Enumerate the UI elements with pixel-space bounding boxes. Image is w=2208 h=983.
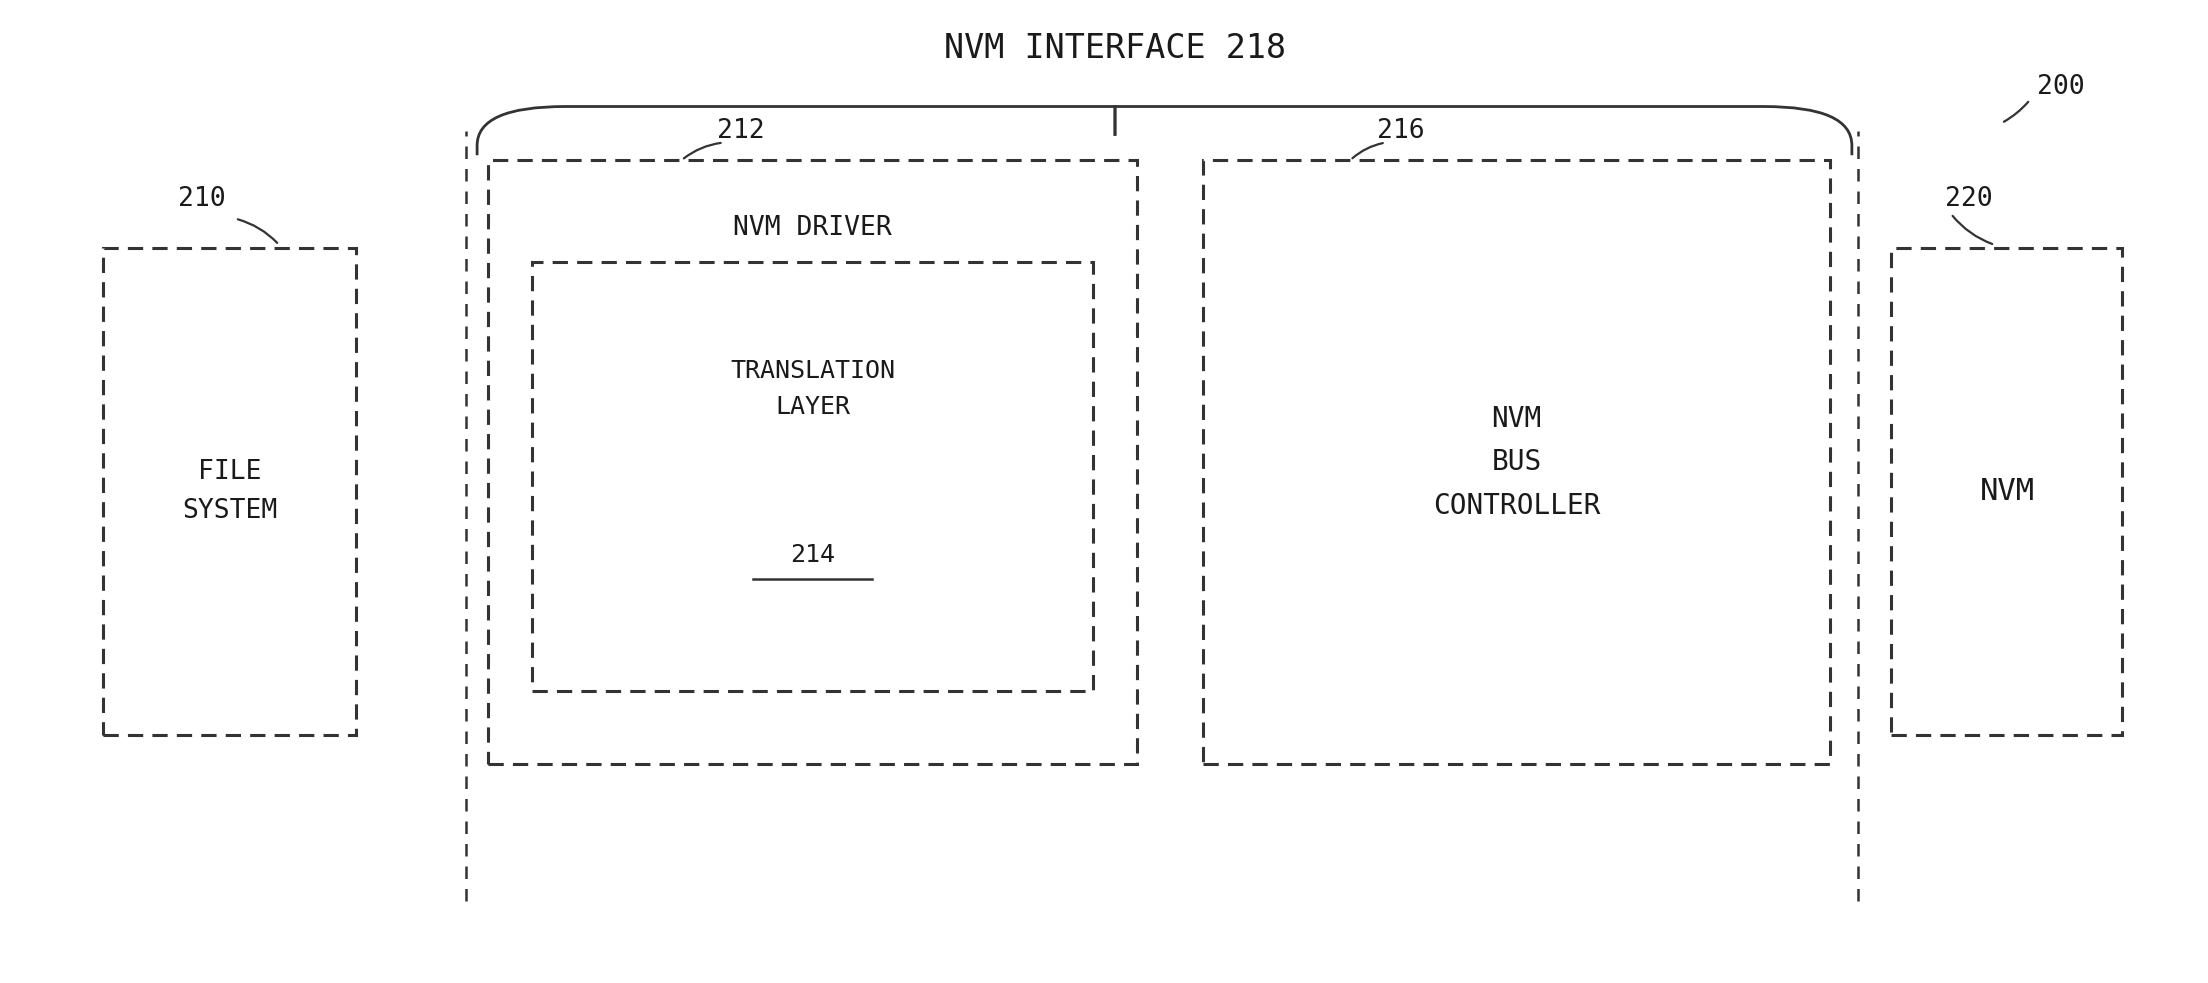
Text: 214: 214 xyxy=(790,543,835,567)
Text: NVM: NVM xyxy=(1978,477,2034,506)
Text: NVM
BUS
CONTROLLER: NVM BUS CONTROLLER xyxy=(1433,405,1601,520)
Text: 200: 200 xyxy=(2038,74,2084,100)
FancyBboxPatch shape xyxy=(1203,160,1830,765)
Text: 210: 210 xyxy=(179,186,225,212)
FancyBboxPatch shape xyxy=(104,248,355,735)
Text: 220: 220 xyxy=(1945,186,1992,212)
FancyBboxPatch shape xyxy=(532,262,1093,691)
FancyBboxPatch shape xyxy=(488,160,1137,765)
Text: FILE
SYSTEM: FILE SYSTEM xyxy=(181,459,278,524)
Text: TRANSLATION
LAYER: TRANSLATION LAYER xyxy=(731,360,894,419)
Text: 212: 212 xyxy=(718,118,764,144)
FancyBboxPatch shape xyxy=(1892,248,2122,735)
Text: NVM DRIVER: NVM DRIVER xyxy=(733,215,892,242)
Text: NVM INTERFACE 218: NVM INTERFACE 218 xyxy=(945,31,1285,65)
Text: 216: 216 xyxy=(1378,118,1424,144)
